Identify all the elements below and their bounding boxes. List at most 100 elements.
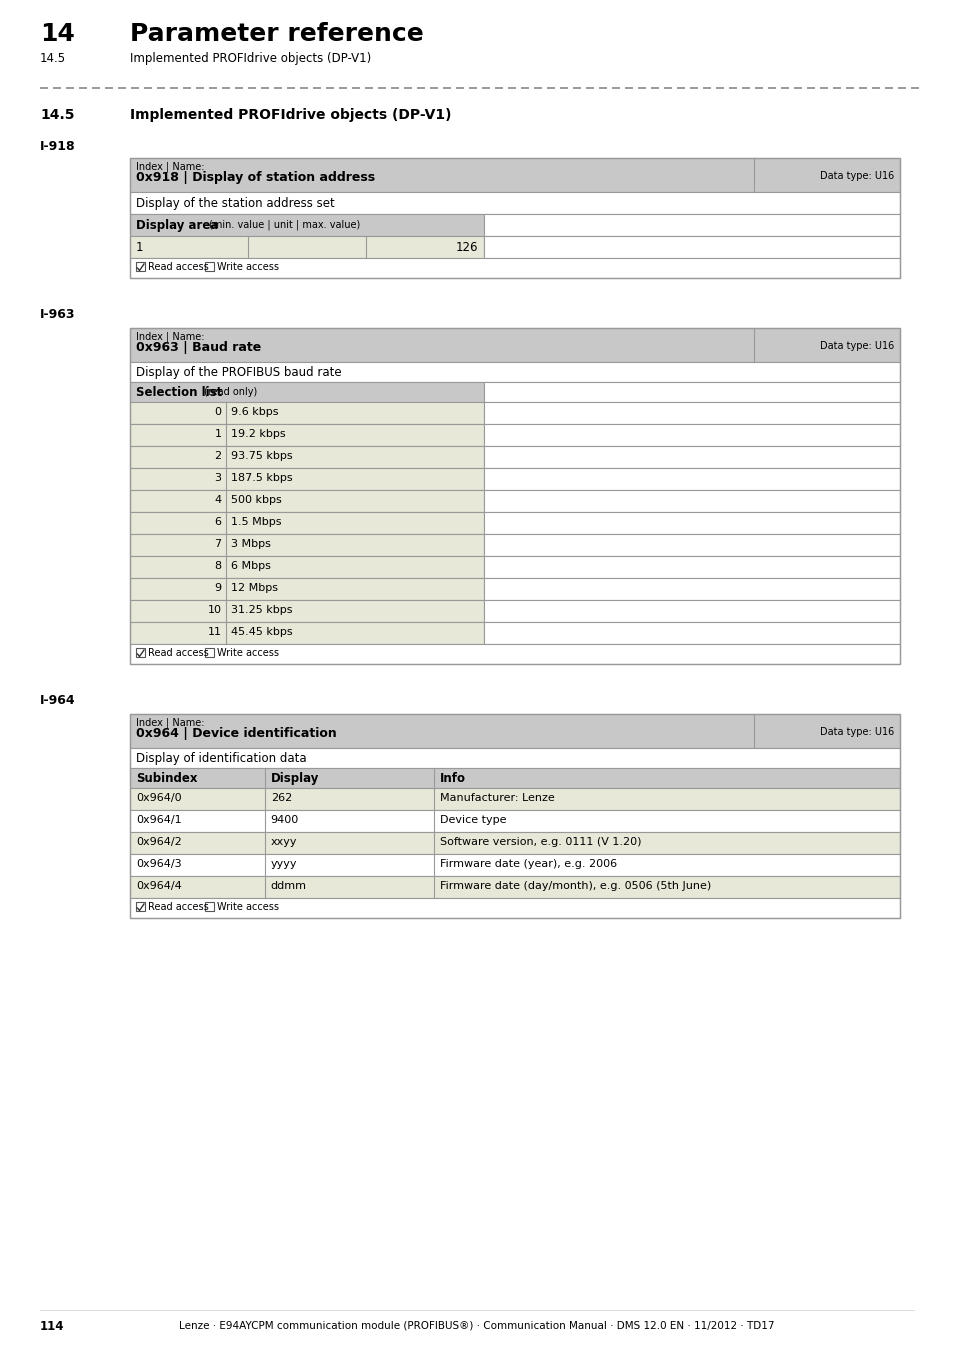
Text: 45.45 kbps: 45.45 kbps (231, 626, 292, 637)
Bar (130, 192, 899, 215)
Text: 7: 7 (214, 539, 221, 549)
Text: 2: 2 (214, 451, 221, 460)
Bar (130, 468, 484, 490)
Text: Display: Display (271, 772, 319, 784)
Text: Read access: Read access (148, 648, 209, 657)
Bar (130, 556, 484, 578)
Text: Display of the PROFIBUS baud rate: Display of the PROFIBUS baud rate (136, 366, 341, 379)
Text: I-963: I-963 (40, 308, 75, 321)
Text: 1.5 Mbps: 1.5 Mbps (231, 517, 281, 526)
Bar (130, 644, 899, 664)
Text: Read access: Read access (148, 902, 209, 913)
Bar (484, 446, 899, 468)
Text: Subindex: Subindex (136, 772, 197, 784)
Bar (130, 258, 899, 278)
Text: Lenze · E94AYCPM communication module (PROFIBUS®) · Communication Manual · DMS 1: Lenze · E94AYCPM communication module (P… (179, 1320, 774, 1330)
Text: 0x963 | Baud rate: 0x963 | Baud rate (136, 342, 261, 354)
Text: Software version, e.g. 0111 (V 1.20): Software version, e.g. 0111 (V 1.20) (439, 837, 641, 846)
Text: Write access: Write access (216, 902, 278, 913)
Text: 500 kbps: 500 kbps (231, 495, 281, 505)
Bar (130, 855, 899, 876)
Bar (484, 512, 899, 535)
Text: Parameter reference: Parameter reference (130, 22, 423, 46)
Text: 0x964/1: 0x964/1 (136, 815, 181, 825)
Bar (130, 328, 899, 664)
Bar (130, 788, 899, 810)
Text: Implemented PROFIdrive objects (DP-V1): Implemented PROFIdrive objects (DP-V1) (130, 53, 371, 65)
Text: 10: 10 (208, 605, 221, 616)
Text: 0: 0 (214, 406, 221, 417)
Text: 0x918 | Display of station address: 0x918 | Display of station address (136, 171, 375, 184)
Bar (484, 622, 899, 644)
Text: Selection list: Selection list (136, 386, 222, 400)
Text: Data type: U16: Data type: U16 (819, 171, 893, 181)
Text: 14.5: 14.5 (40, 53, 66, 65)
Text: Data type: U16: Data type: U16 (819, 728, 893, 737)
Text: 14: 14 (40, 22, 74, 46)
Text: Read access: Read access (148, 262, 209, 271)
Text: 1: 1 (214, 429, 221, 439)
Bar (484, 599, 899, 622)
Text: 3: 3 (214, 472, 221, 483)
Bar (130, 622, 484, 644)
Text: Firmware date (year), e.g. 2006: Firmware date (year), e.g. 2006 (439, 859, 617, 869)
Bar (130, 512, 484, 535)
Text: I-918: I-918 (40, 140, 75, 153)
Bar (130, 328, 899, 362)
Text: I-964: I-964 (40, 694, 75, 707)
Bar (484, 556, 899, 578)
Text: Write access: Write access (216, 262, 278, 271)
Text: 1: 1 (136, 242, 143, 254)
Text: 9400: 9400 (271, 815, 298, 825)
Text: ddmm: ddmm (271, 882, 307, 891)
Text: 187.5 kbps: 187.5 kbps (231, 472, 292, 483)
Text: 9: 9 (214, 583, 221, 593)
Bar (484, 402, 899, 424)
Bar (205, 262, 213, 271)
Text: yyyy: yyyy (271, 859, 297, 869)
Text: Data type: U16: Data type: U16 (819, 342, 893, 351)
Bar (130, 578, 484, 599)
Bar (130, 215, 484, 236)
Text: Device type: Device type (439, 815, 506, 825)
Text: Display of the station address set: Display of the station address set (136, 197, 335, 211)
Text: Index | Name:: Index | Name: (136, 717, 204, 728)
Text: 0x964/2: 0x964/2 (136, 837, 182, 846)
Text: 126: 126 (456, 242, 477, 254)
Text: 8: 8 (214, 562, 221, 571)
Bar (136, 902, 145, 911)
Bar (484, 535, 899, 556)
Bar (130, 362, 899, 382)
Bar (136, 262, 145, 271)
Text: 14.5: 14.5 (40, 108, 74, 122)
Text: 31.25 kbps: 31.25 kbps (231, 605, 292, 616)
Bar (130, 599, 484, 622)
Text: 9.6 kbps: 9.6 kbps (231, 406, 278, 417)
Bar (130, 832, 899, 855)
Bar (130, 446, 484, 468)
Bar (130, 768, 899, 788)
Bar (130, 158, 899, 278)
Text: Display of identification data: Display of identification data (136, 752, 306, 765)
Text: Implemented PROFIdrive objects (DP-V1): Implemented PROFIdrive objects (DP-V1) (130, 108, 451, 122)
Text: 114: 114 (40, 1320, 65, 1332)
Text: 93.75 kbps: 93.75 kbps (231, 451, 292, 460)
Bar (130, 714, 899, 748)
Bar (130, 898, 899, 918)
Text: 0x964/3: 0x964/3 (136, 859, 181, 869)
Text: Firmware date (day/month), e.g. 0506 (5th June): Firmware date (day/month), e.g. 0506 (5t… (439, 882, 711, 891)
Text: xxyy: xxyy (271, 837, 297, 846)
Text: Index | Name:: Index | Name: (136, 331, 204, 342)
Bar (130, 810, 899, 832)
Bar (484, 578, 899, 599)
Bar (484, 382, 899, 402)
Bar (484, 236, 899, 258)
Text: 12 Mbps: 12 Mbps (231, 583, 277, 593)
Text: Display area: Display area (136, 219, 218, 232)
Bar (130, 714, 899, 918)
Bar (130, 402, 484, 424)
Text: Info: Info (439, 772, 466, 784)
Bar (484, 424, 899, 446)
Text: 6: 6 (214, 517, 221, 526)
Bar (205, 648, 213, 657)
